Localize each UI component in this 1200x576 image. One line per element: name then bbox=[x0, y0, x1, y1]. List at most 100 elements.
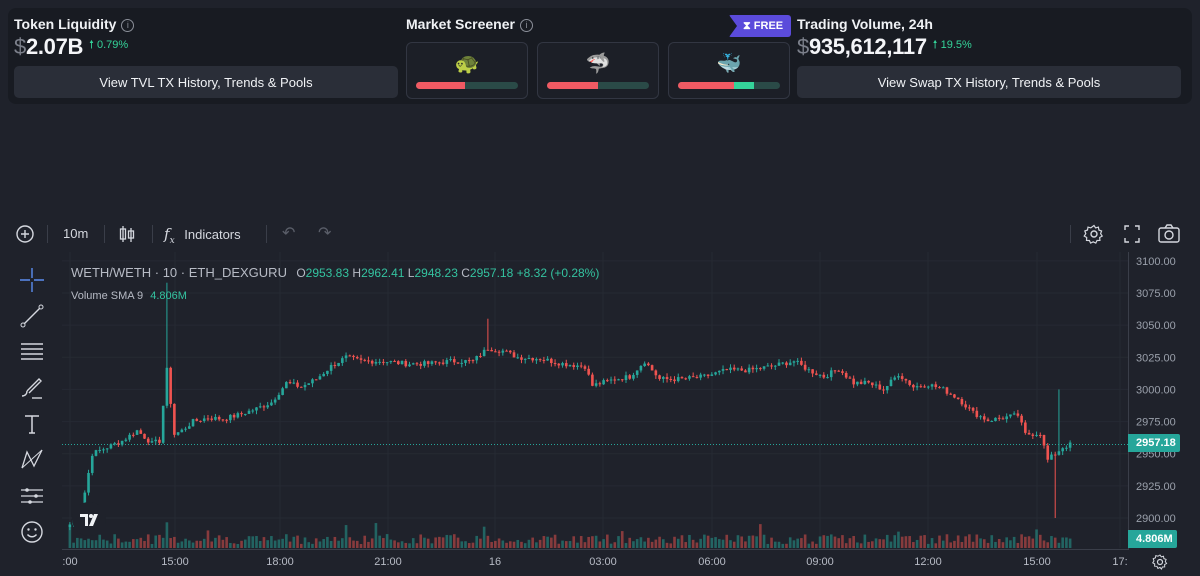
undo-button[interactable]: ↶ bbox=[282, 220, 295, 248]
candle-body bbox=[908, 380, 911, 385]
volume-bar bbox=[341, 538, 344, 548]
volume-bar bbox=[676, 538, 680, 548]
info-icon[interactable]: i bbox=[519, 19, 533, 32]
crosshair-tool[interactable] bbox=[18, 266, 46, 294]
candle-body bbox=[982, 416, 986, 420]
volume-bar bbox=[486, 535, 490, 548]
candle-body bbox=[322, 373, 325, 377]
candle-body bbox=[105, 448, 109, 450]
volume-bar bbox=[326, 536, 329, 548]
volume-bar bbox=[83, 540, 87, 548]
candle-body bbox=[1024, 422, 1027, 433]
interval-button[interactable]: 10m bbox=[63, 226, 89, 241]
fib-tool[interactable] bbox=[18, 338, 46, 366]
trading-volume-title: Trading Volume, 24h bbox=[797, 16, 933, 32]
chart-type-button[interactable] bbox=[118, 220, 136, 248]
indicators-button[interactable]: fx Indicators bbox=[164, 225, 241, 246]
candle-body bbox=[755, 368, 758, 370]
candle-body bbox=[684, 378, 688, 380]
undo-icon: ↶ bbox=[282, 225, 296, 242]
volume-bar bbox=[1053, 537, 1057, 548]
volume-bar bbox=[113, 534, 116, 548]
change-badge: 🠕 0.79% bbox=[89, 39, 129, 51]
candle-body bbox=[815, 373, 818, 375]
volume-bar bbox=[1042, 540, 1046, 548]
symbol-label[interactable]: WETH/WETH · 10 · ETH_DEXGURU bbox=[71, 265, 287, 280]
trend-line-tool[interactable] bbox=[18, 302, 46, 330]
volume-bar bbox=[475, 535, 478, 548]
turtle-icon: 🐢 bbox=[454, 53, 480, 75]
candle-body bbox=[602, 380, 605, 385]
add-symbol-button[interactable] bbox=[14, 220, 36, 248]
currency-symbol: $ bbox=[797, 34, 809, 59]
sentiment-bar bbox=[678, 82, 780, 89]
volume-bar bbox=[882, 539, 885, 548]
screener-card[interactable]: 🐳 bbox=[668, 42, 790, 99]
view-swap-history-button[interactable]: View Swap TX History, Trends & Pools bbox=[797, 66, 1181, 98]
time-axis[interactable]: :00 15:00 18:00 21:00 16 03:00 06:00 09:00 12:00… bbox=[62, 553, 1200, 573]
emoji-tool[interactable] bbox=[18, 518, 46, 546]
candle-body bbox=[1016, 413, 1020, 416]
volume-bar bbox=[848, 538, 852, 548]
screenshot-button[interactable] bbox=[1157, 220, 1181, 248]
candle-body bbox=[912, 384, 915, 388]
axis-settings-button[interactable] bbox=[1151, 553, 1169, 571]
candle-body bbox=[385, 362, 389, 364]
volume-bar bbox=[232, 543, 236, 548]
candle-body bbox=[154, 439, 158, 442]
candle-body bbox=[576, 365, 579, 368]
measure-tool[interactable] bbox=[18, 482, 46, 510]
candle-body bbox=[165, 367, 169, 406]
camera-icon bbox=[1158, 224, 1180, 243]
stats-panel: Token Liquidity i $2.07B 🠕 0.79% View TVL … bbox=[8, 8, 1192, 104]
volume-bar bbox=[762, 534, 766, 548]
candlestick-chart[interactable]: 3100.00 3075.00 3050.00 3025.00 3000.00 2975.… bbox=[62, 252, 1200, 550]
candle-body bbox=[676, 377, 680, 382]
volume-bar bbox=[292, 536, 296, 548]
volume-bar bbox=[285, 534, 288, 548]
sell-fill bbox=[416, 82, 465, 89]
candle-body bbox=[419, 364, 423, 366]
volume-bar bbox=[878, 539, 882, 548]
view-tvl-history-button[interactable]: View TVL TX History, Trends & Pools bbox=[14, 66, 398, 98]
volume-bar bbox=[176, 542, 180, 548]
settings-button[interactable] bbox=[1083, 220, 1105, 248]
tradingview-logo[interactable] bbox=[72, 502, 106, 536]
candle-body bbox=[844, 372, 848, 378]
volume-bar bbox=[535, 542, 538, 548]
free-badge[interactable]: ⧗ FREE bbox=[729, 15, 792, 37]
candle-body bbox=[740, 368, 743, 371]
candle-body bbox=[124, 439, 128, 441]
volume-bar bbox=[1005, 537, 1008, 548]
candle-body bbox=[564, 363, 568, 367]
change-badge: 🠕 19.5% bbox=[932, 39, 972, 51]
volume-bar bbox=[482, 526, 486, 548]
redo-button[interactable]: ↷ bbox=[318, 220, 331, 248]
volume-bar bbox=[658, 536, 661, 548]
fullscreen-button[interactable] bbox=[1122, 220, 1142, 248]
volume-bar bbox=[348, 537, 352, 548]
volume-bar bbox=[456, 537, 460, 548]
candle-body bbox=[889, 379, 893, 386]
volume-bar bbox=[617, 536, 620, 548]
volume-bar bbox=[759, 524, 762, 548]
screener-card[interactable]: 🐢 bbox=[406, 42, 528, 99]
volume-bar bbox=[647, 537, 650, 548]
candle-body bbox=[408, 364, 411, 367]
volume-bar bbox=[438, 536, 441, 548]
screener-card[interactable]: 🦈 bbox=[537, 42, 659, 99]
volume-bar bbox=[426, 538, 430, 548]
candle-body bbox=[255, 407, 258, 411]
gear-icon bbox=[1083, 224, 1104, 244]
sentiment-bar bbox=[547, 82, 649, 89]
candle-body bbox=[971, 407, 975, 411]
volume-bar bbox=[128, 541, 131, 548]
text-tool[interactable] bbox=[18, 410, 46, 438]
info-icon[interactable]: i bbox=[121, 19, 135, 32]
y-tick-label: 3025.00 bbox=[1136, 352, 1176, 364]
pattern-tool[interactable] bbox=[18, 446, 46, 474]
brush-tool[interactable] bbox=[18, 374, 46, 402]
volume-bar bbox=[434, 537, 437, 548]
candle-body bbox=[930, 384, 934, 387]
time-axis-border bbox=[62, 549, 1128, 550]
